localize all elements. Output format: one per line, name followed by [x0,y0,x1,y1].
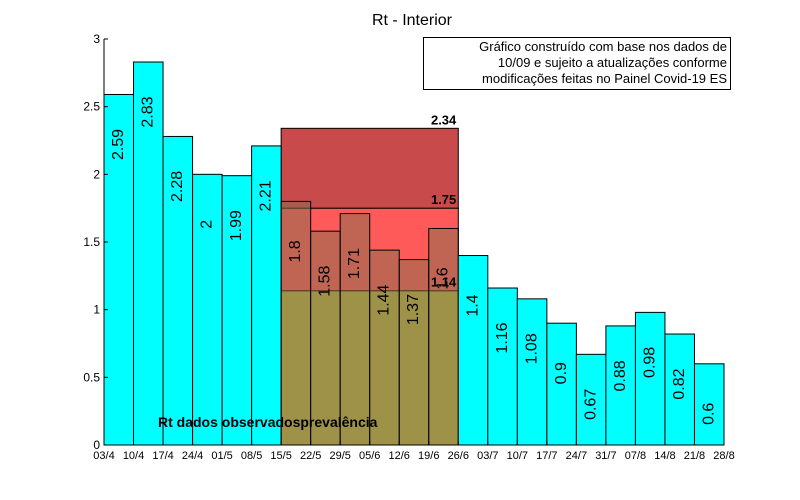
note-line-3: modificações feitas no Painel Covid-19 E… [482,71,727,86]
bar-value-label: 1.37 [405,294,422,325]
bar-value-label: 1.99 [228,210,245,241]
x-tick-label: 28/8 [713,450,734,462]
x-tick-label: 24/7 [566,450,587,462]
x-tick-label: 24/4 [182,450,203,462]
band-labels-layer: 1.14 1.75 2.34 [431,112,457,289]
bars-layer: 2.59 2.83 2.28 2 1.99 2.21 1.8 1.58 1.71 1.44 1.37… [103,61,725,446]
bar-value-label: 1.08 [523,333,540,364]
bar-value-label: 2.28 [169,171,186,202]
bar-value-label: 0.67 [582,389,599,420]
bar [634,311,666,446]
x-tick-label: 07/8 [625,450,646,462]
bar [280,200,312,446]
y-tick-label: 0.5 [83,370,100,384]
bar [487,287,518,446]
axis-layer: 0 0.5 1 1.5 2 2.5 3 03/4 10/4 17/4 24/4 01/5 08/5 15/… [83,32,734,462]
bar-value-label: 1.58 [317,266,334,297]
x-tick-label: 03/4 [93,450,114,462]
x-tick-label: 10/7 [507,450,528,462]
x-tick-label: 15/5 [270,450,291,462]
bar [546,322,577,446]
band-label-2: 2.34 [431,112,457,127]
x-tick-label: 01/5 [211,450,232,462]
x-tick-label: 17/4 [152,450,173,462]
bar-value-label: 0.6 [700,403,717,425]
note-box: Gráfico construído com base nos dados de… [423,37,731,90]
x-tick-label: 03/7 [477,450,498,462]
bar [133,61,164,446]
bar-value-label: 0.88 [612,360,629,391]
x-tick-label: 14/8 [654,450,675,462]
bar-value-label: 0.98 [641,347,658,378]
bar [192,173,223,446]
x-tick-label: 26/6 [448,450,469,462]
x-tick-label: 19/6 [418,450,439,462]
bar-value-label: 0.82 [671,368,688,399]
x-tick-label: 22/5 [300,450,321,462]
x-tick-label: 12/6 [389,450,410,462]
bar-value-label: 1.16 [494,322,511,353]
bar [428,227,459,446]
y-tick-label: 2 [93,167,100,181]
bar-value-label: 2 [199,220,216,229]
y-tick-label: 2.5 [83,100,100,114]
bar-value-label: 1.6 [435,267,452,289]
chart-title: Rt - Interior [372,12,453,29]
bar [516,298,548,446]
bar-value-label: 1.4 [464,294,481,316]
y-tick-label: 1 [93,303,100,317]
x-tick-label: 17/7 [536,450,557,462]
x-tick-label: 08/5 [241,450,262,462]
bar-value-label: 1.71 [346,248,363,279]
bar-value-label: 1.8 [287,240,304,262]
bar-value-label: 2.83 [140,96,157,127]
bar [162,135,194,446]
y-tick-label: 3 [93,32,100,46]
x-tick-label: 29/5 [329,450,350,462]
bar-value-label: 2.21 [258,180,275,211]
note-line-1: Gráfico construído com base nos dados de [479,39,727,54]
annotation-text: Rt dados observadosprevalência [158,414,378,430]
note-line-2: 10/09 e sujeito a atualizações conforme [497,55,727,70]
bar [310,230,341,446]
bar [369,249,400,446]
x-tick-label: 10/4 [123,450,144,462]
bar-value-label: 2.59 [110,129,127,160]
bar [457,255,489,446]
x-tick-label: 31/7 [595,450,616,462]
band-label-0: 1.14 [431,275,457,290]
y-tick-label: 0 [93,438,100,452]
x-tick-label: 05/6 [359,450,380,462]
bar [575,353,607,446]
bar-value-label: 0.9 [553,362,570,384]
y-tick-label: 1.5 [83,235,100,249]
x-tick-label: 21/8 [684,450,705,462]
band-label-1: 1.75 [431,192,456,207]
bar [398,259,430,446]
bar-value-label: 1.44 [376,284,393,315]
